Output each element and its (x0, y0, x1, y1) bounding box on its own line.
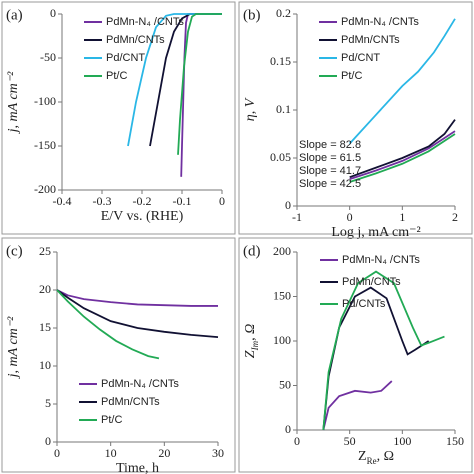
legend-label: Pt/C (341, 70, 362, 82)
y-axis-label: η, V (243, 97, 258, 121)
series-line (56, 289, 219, 339)
legend-label: PdMn-N₄ /CNTs (342, 254, 420, 266)
y-tick-label: 10 (39, 358, 51, 372)
y-tick-label: 0 (45, 434, 51, 448)
x-tick-label: 0 (219, 194, 225, 208)
y-tick-label: 0.2 (276, 6, 291, 20)
panel-frame (1, 237, 236, 473)
legend-label: PdMn/CNTs (341, 34, 400, 46)
subscript: Im (250, 340, 260, 351)
y-tick-label: 200 (273, 244, 291, 258)
legend-label: Pd/CNTs (342, 298, 386, 310)
y-tick-label: 0 (50, 6, 56, 20)
x-tick-label: 30 (212, 446, 224, 460)
panel-label: (b) (243, 7, 261, 23)
x-tick-label: 0 (294, 434, 300, 448)
x-tick-label: 1 (399, 210, 405, 224)
x-tick-label: -0.2 (133, 194, 152, 208)
slope-annotation: Slope = 41.7 (299, 165, 361, 177)
series-line (322, 380, 393, 431)
series-line (56, 289, 160, 360)
x-tick-label: 150 (446, 434, 464, 448)
legend-label: PdMn-N₄ /CNTs (341, 16, 419, 28)
y-tick-label: -200 (34, 182, 56, 196)
x-tick-label: 50 (344, 434, 356, 448)
panel-frame (1, 1, 236, 235)
y-tick-label: -50 (40, 50, 56, 64)
y-axis-label: j, mA cm⁻² (6, 316, 21, 380)
y-tick-label: 150 (273, 288, 291, 302)
y-tick-label: 0 (285, 422, 291, 436)
y-tick-label: 0.05 (270, 150, 291, 164)
panel-label: (d) (243, 243, 261, 259)
x-tick-label: 2 (452, 210, 458, 224)
x-tick-label: -0.3 (93, 194, 112, 208)
y-tick-label: 5 (45, 396, 51, 410)
series-line (349, 130, 456, 180)
series-line (127, 13, 222, 147)
x-axis-label: Time, h (116, 461, 159, 474)
legend-label: PdMn-N₄ /CNTs (106, 16, 184, 28)
x-tick-label: 0 (54, 446, 60, 460)
legend-label: PdMn-N₄ /CNTs (101, 378, 179, 390)
legend-label: Pd/CNT (341, 52, 380, 64)
x-axis-label: E/V vs. (RHE) (101, 209, 184, 224)
series-line (322, 270, 445, 431)
y-tick-label: 0 (285, 198, 291, 212)
y-tick-label: 100 (273, 333, 291, 347)
y-tick-label: 0.15 (270, 54, 291, 68)
slope-annotation: Slope = 61.5 (299, 152, 361, 164)
x-tick-label: 100 (393, 434, 411, 448)
series-line (349, 18, 456, 145)
y-tick-label: 50 (279, 377, 291, 391)
legend-label: Pt/C (101, 414, 122, 426)
y-axis-label: ZIm, Ω (243, 324, 260, 358)
series-line (349, 119, 456, 179)
y-tick-label: 20 (39, 282, 51, 296)
y-tick-label: -100 (34, 94, 56, 108)
x-axis-label: ZRe, Ω (358, 449, 394, 466)
series-line (349, 133, 456, 183)
series-line (177, 13, 222, 155)
y-tick-label: 25 (39, 244, 51, 258)
panel-frame (238, 1, 473, 235)
x-tick-label: 20 (158, 446, 170, 460)
y-axis-label: j, mA cm⁻² (6, 71, 21, 135)
x-axis-label: Log j, mA cm⁻² (331, 225, 420, 240)
y-tick-label: 15 (39, 320, 51, 334)
legend-label: PdMn/CNTs (106, 34, 165, 46)
x-tick-label: -1 (292, 210, 302, 224)
y-tick-label: 0.1 (276, 102, 291, 116)
slope-annotation: Slope = 82.8 (299, 139, 361, 151)
y-tick-label: -150 (34, 138, 56, 152)
panel-label: (a) (6, 7, 23, 23)
x-tick-label: -0.4 (53, 194, 72, 208)
panel-frame (238, 237, 473, 473)
slope-annotation: Slope = 42.5 (299, 178, 361, 190)
legend-label: PdMn/CNTs (101, 396, 160, 408)
legend-label: Pd/CNT (106, 52, 145, 64)
series-line (56, 289, 218, 307)
x-tick-label: -0.1 (173, 194, 192, 208)
x-tick-label: 10 (105, 446, 117, 460)
legend-label: Pt/C (106, 70, 127, 82)
legend-label: PdMn/CNTs (342, 276, 401, 288)
panel-label: (c) (6, 243, 23, 259)
x-tick-label: 0 (347, 210, 353, 224)
subscript: Re (367, 456, 377, 466)
